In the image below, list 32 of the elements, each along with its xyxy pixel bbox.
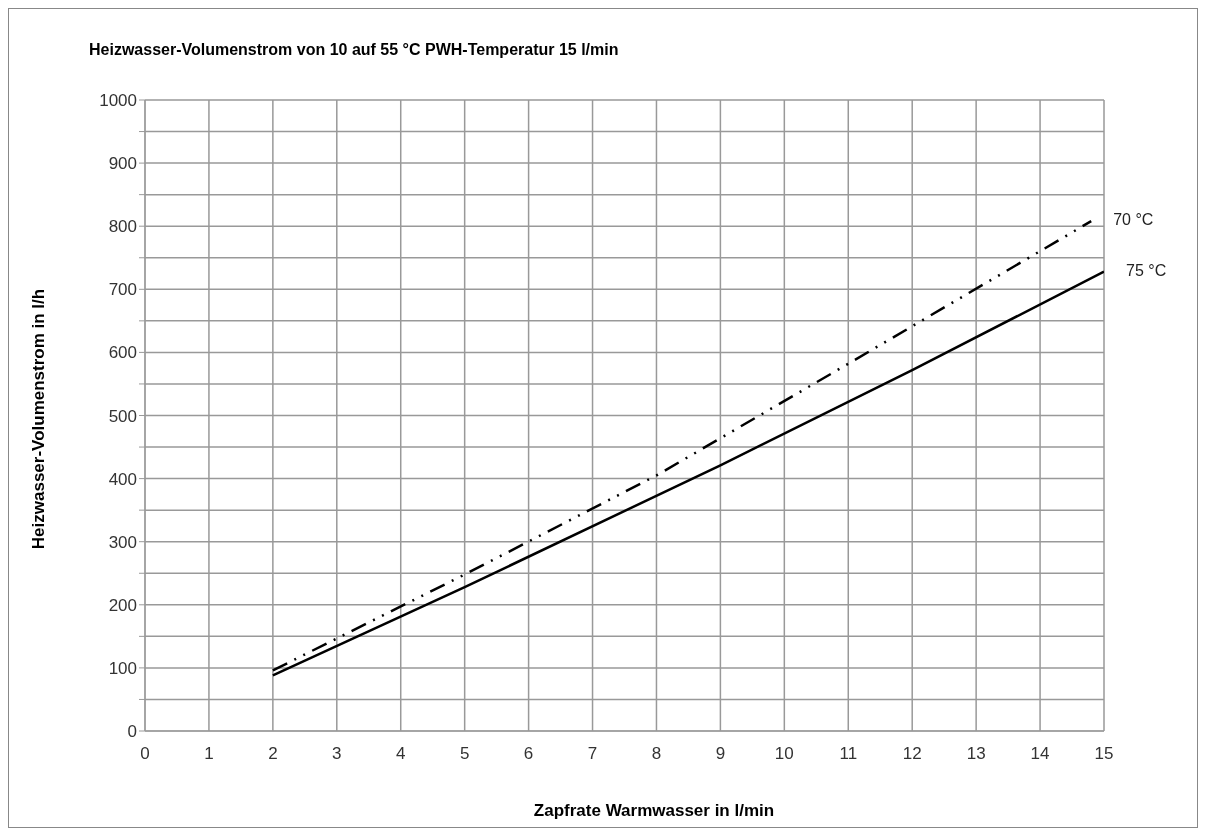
y-axis-title: Heizwasser-Volumenstrom in l/h <box>29 288 49 550</box>
x-tick-label: 11 <box>839 744 858 764</box>
y-tick-label: 500 <box>108 406 137 426</box>
y-tick-label: 800 <box>108 217 137 237</box>
y-tick-label: 200 <box>108 595 137 615</box>
series-label: 75 °C <box>1126 261 1167 279</box>
y-tick-label: 0 <box>127 722 137 742</box>
x-tick-label: 9 <box>715 744 726 764</box>
x-tick-label: 7 <box>587 744 598 764</box>
series-label: 70 °C <box>1113 211 1154 229</box>
chart-title: Heizwasser-Volumenstrom von 10 auf 55 °C PWH-Temperatur 15 l/min <box>89 41 619 59</box>
y-tick-label: 700 <box>108 280 137 300</box>
x-tick-label: 2 <box>268 744 278 764</box>
x-tick-label: 10 <box>774 744 794 764</box>
x-tick-label: 8 <box>651 744 662 764</box>
x-tick-label: 1 <box>204 744 214 764</box>
y-tick-label: 900 <box>108 154 137 174</box>
y-tick-label: 400 <box>108 469 137 489</box>
y-tick-label: 100 <box>108 658 137 678</box>
x-tick-label: 6 <box>523 744 534 764</box>
y-tick-label: 1000 <box>99 91 137 111</box>
x-tick-label: 3 <box>332 744 342 764</box>
x-axis-title: Zapfrate Warmwasser in l/min <box>532 801 776 821</box>
x-tick-label: 15 <box>1094 744 1114 764</box>
x-tick-label: 13 <box>966 744 986 764</box>
x-tick-label: 5 <box>459 744 470 764</box>
x-tick-label: 14 <box>1030 744 1050 764</box>
x-tick-label: 4 <box>396 744 406 764</box>
y-tick-label: 600 <box>108 343 137 363</box>
y-tick-label: 300 <box>108 532 137 552</box>
x-tick-label: 12 <box>902 744 922 764</box>
x-tick-label: 0 <box>140 744 150 764</box>
